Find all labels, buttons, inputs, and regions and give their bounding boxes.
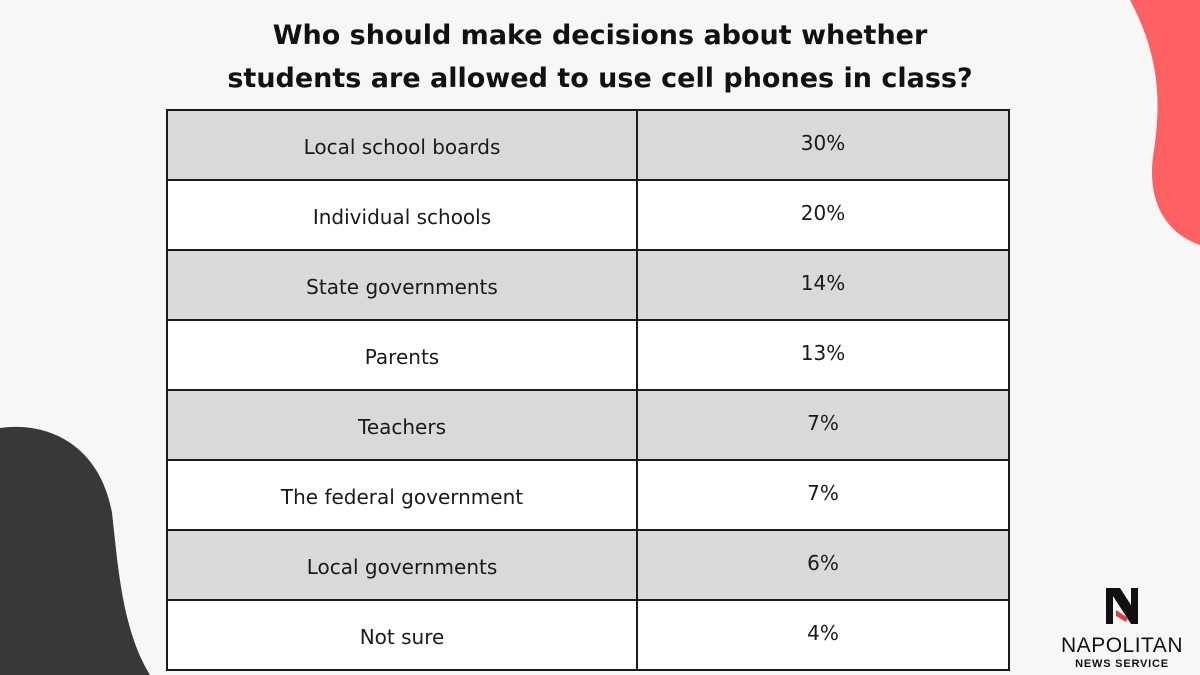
row-value: 7% bbox=[636, 459, 1010, 531]
table-row: Not sure 4% bbox=[166, 599, 1010, 671]
napolitan-n-logo-icon bbox=[1106, 588, 1138, 624]
row-value: 13% bbox=[636, 319, 1010, 391]
row-value: 30% bbox=[636, 109, 1010, 181]
title-line-2: students are allowed to use cell phones … bbox=[227, 63, 973, 94]
table-row: State governments 14% bbox=[166, 249, 1010, 321]
row-label: The federal government bbox=[166, 459, 638, 531]
logo-subtitle: NEWS SERVICE bbox=[1075, 658, 1169, 670]
table-row: Parents 13% bbox=[166, 319, 1010, 391]
row-value: 6% bbox=[636, 529, 1010, 601]
row-label: Individual schools bbox=[166, 179, 638, 251]
row-label: Not sure bbox=[166, 599, 638, 671]
row-value: 4% bbox=[636, 599, 1010, 671]
napolitan-logo: NAPOLITAN NEWS SERVICE bbox=[1052, 582, 1192, 672]
dark-blob-shape bbox=[0, 426, 150, 675]
table-row: Teachers 7% bbox=[166, 389, 1010, 461]
row-label: Local governments bbox=[166, 529, 638, 601]
red-blob-shape bbox=[1130, 0, 1200, 245]
table-row: The federal government 7% bbox=[166, 459, 1010, 531]
title-line-1: Who should make decisions about whether bbox=[272, 20, 928, 51]
logo-name: NAPOLITAN bbox=[1061, 634, 1183, 657]
row-label: Parents bbox=[166, 319, 638, 391]
decorative-red-blob bbox=[1130, 0, 1200, 245]
row-label: State governments bbox=[166, 249, 638, 321]
table-row: Individual schools 20% bbox=[166, 179, 1010, 251]
table-row: Local governments 6% bbox=[166, 529, 1010, 601]
row-value: 14% bbox=[636, 249, 1010, 321]
results-table: Local school boards 30% Individual schoo… bbox=[166, 109, 1010, 671]
row-label: Local school boards bbox=[166, 109, 638, 181]
decorative-dark-blob bbox=[0, 426, 150, 675]
row-value: 20% bbox=[636, 179, 1010, 251]
page-title: Who should make decisions about whether … bbox=[0, 14, 1200, 100]
row-label: Teachers bbox=[166, 389, 638, 461]
table-row: Local school boards 30% bbox=[166, 109, 1010, 181]
row-value: 7% bbox=[636, 389, 1010, 461]
